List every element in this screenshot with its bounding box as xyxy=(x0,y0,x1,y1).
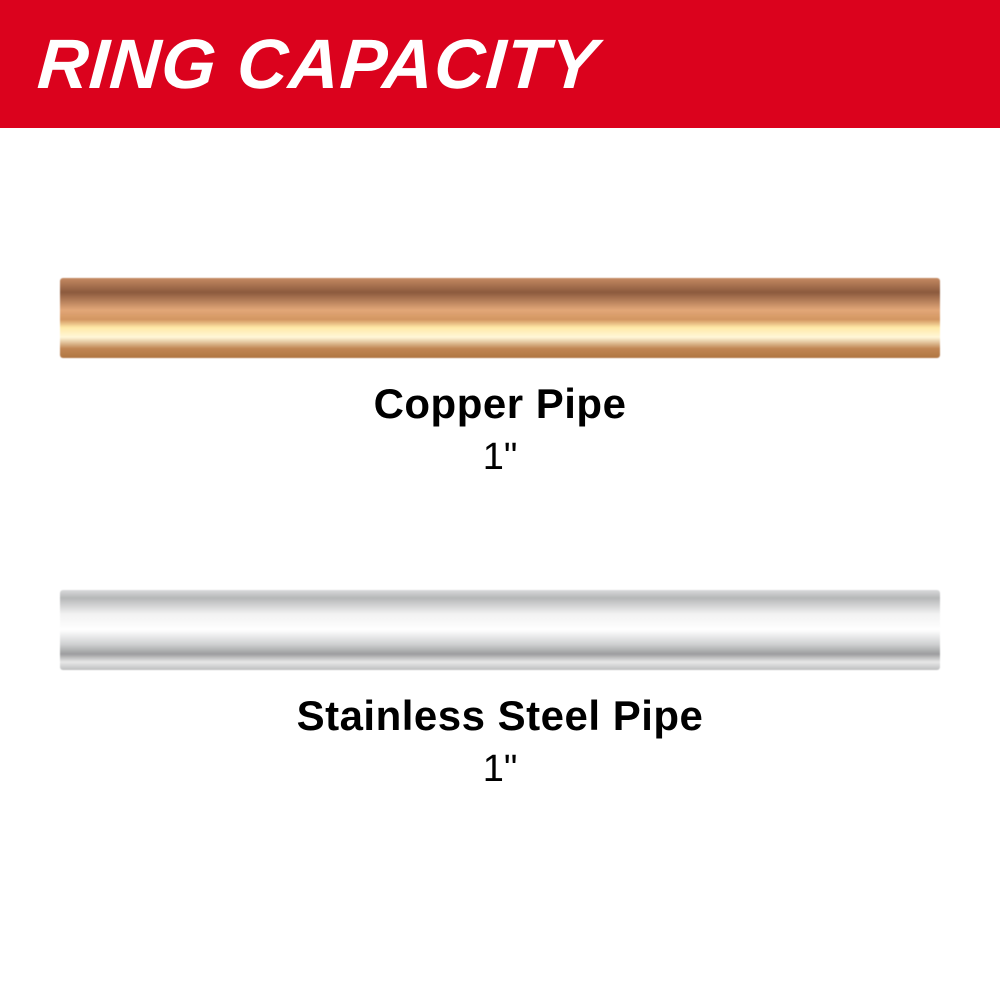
header-title: RING CAPACITY xyxy=(35,24,601,104)
steel-pipe-size: 1" xyxy=(60,748,940,791)
infographic-container: RING CAPACITY Copper Pipe 1" Stainless S… xyxy=(0,0,1000,1000)
steel-pipe-label: Stainless Steel Pipe xyxy=(60,692,940,740)
copper-pipe-size: 1" xyxy=(60,436,940,479)
copper-pipe-bar xyxy=(60,278,940,358)
body-area: Copper Pipe 1" Stainless Steel Pipe 1" xyxy=(0,128,1000,1000)
copper-pipe-group: Copper Pipe 1" xyxy=(60,278,940,479)
header-bar: RING CAPACITY xyxy=(0,0,1000,128)
steel-pipe-bar xyxy=(60,590,940,670)
copper-pipe-label: Copper Pipe xyxy=(60,380,940,428)
steel-pipe-group: Stainless Steel Pipe 1" xyxy=(60,590,940,791)
